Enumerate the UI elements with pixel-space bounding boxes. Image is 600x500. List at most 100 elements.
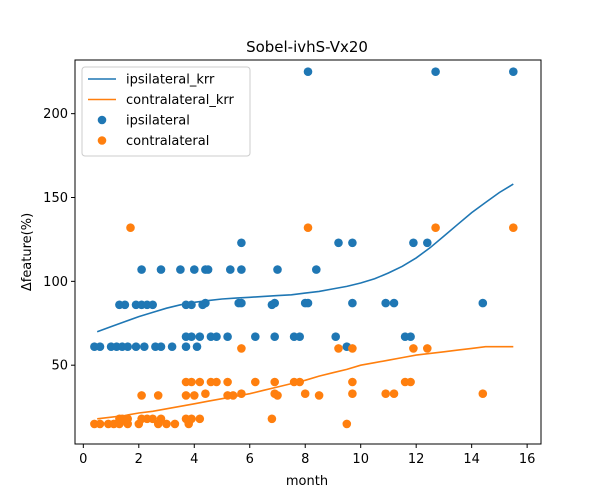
y-tick-label-3: 200 (43, 107, 68, 122)
point-ipsilateral-30 (348, 298, 357, 308)
plot-frame (74, 59, 542, 445)
point-contralateral-30 (237, 389, 246, 399)
point-contralateral-23 (137, 391, 146, 400)
series-line-ipsilateral_krr (96, 183, 514, 333)
point-contralateral-18 (156, 414, 166, 424)
point-ipsilateral-64 (509, 67, 518, 76)
point-ipsilateral-53 (295, 332, 305, 342)
point-ipsilateral-45 (187, 332, 196, 342)
point-ipsilateral-5 (123, 342, 132, 352)
point-ipsilateral-15 (120, 300, 130, 310)
point-contralateral-38 (478, 389, 488, 399)
point-contralateral-20 (187, 414, 196, 424)
point-contralateral-49 (348, 377, 357, 387)
x-tick-label-3: 6 (246, 452, 254, 467)
point-ipsilateral-37 (190, 265, 199, 274)
x-tick-label-7: 14 (463, 452, 480, 467)
point-contralateral-48 (295, 377, 305, 387)
y-axis: 50 100 150 200 (43, 107, 75, 374)
legend-box (81, 66, 251, 157)
point-contralateral-9 (170, 419, 180, 429)
point-ipsilateral-49 (223, 332, 232, 342)
point-ipsilateral-46 (195, 332, 205, 342)
legend-swatch-ipsilateral (97, 115, 107, 125)
x-axis-label: month (286, 474, 328, 489)
legend-label-contralateral: contralateral (126, 134, 209, 149)
point-contralateral-55 (409, 344, 418, 353)
point-contralateral-41 (195, 377, 205, 387)
point-contralateral-54 (348, 344, 357, 353)
point-ipsilateral-6 (131, 342, 141, 352)
point-contralateral-35 (348, 389, 357, 399)
point-ipsilateral-32 (389, 298, 399, 308)
point-ipsilateral-35 (156, 265, 166, 274)
point-contralateral-43 (212, 377, 221, 387)
x-tick-label-2: 4 (190, 452, 198, 467)
point-contralateral-27 (201, 389, 210, 399)
point-contralateral-32 (273, 391, 282, 400)
point-ipsilateral-12 (192, 342, 202, 352)
point-contralateral-24 (153, 391, 163, 400)
point-ipsilateral-25 (237, 298, 246, 308)
x-tick-label-6: 12 (408, 452, 425, 467)
point-contralateral-59 (431, 223, 440, 232)
x-axis: 0 2 4 6 8 10 12 14 16 (79, 444, 535, 467)
legend-swatch-contralateral (97, 136, 107, 145)
point-contralateral-22 (267, 414, 277, 424)
point-ipsilateral-10 (167, 342, 177, 352)
point-contralateral-58 (303, 223, 313, 232)
point-contralateral-44 (223, 377, 232, 387)
point-ipsilateral-9 (156, 342, 166, 352)
point-ipsilateral-39 (203, 265, 213, 274)
point-ipsilateral-60 (409, 238, 418, 248)
point-ipsilateral-42 (273, 265, 282, 274)
point-ipsilateral-27 (270, 298, 280, 308)
point-ipsilateral-63 (431, 67, 440, 76)
point-contralateral-11 (342, 419, 352, 429)
point-ipsilateral-33 (478, 298, 488, 308)
point-contralateral-25 (181, 391, 191, 400)
point-contralateral-45 (251, 377, 260, 387)
chart-title: Sobel-ivhS-Vx20 (246, 38, 368, 56)
point-contralateral-34 (314, 391, 324, 400)
point-ipsilateral-40 (226, 265, 235, 274)
point-contralateral-60 (509, 223, 518, 232)
x-tick-label-8: 16 (519, 452, 536, 467)
point-contralateral-57 (126, 223, 135, 232)
point-ipsilateral-41 (237, 265, 246, 274)
series-line-contralateral_krr (97, 345, 514, 420)
point-contralateral-26 (190, 391, 199, 400)
point-ipsilateral-7 (140, 342, 149, 352)
point-ipsilateral-50 (251, 332, 260, 342)
point-contralateral-46 (270, 377, 280, 387)
point-contralateral-29 (228, 391, 238, 400)
point-contralateral-40 (187, 377, 196, 387)
point-contralateral-14 (123, 414, 132, 424)
point-ipsilateral-11 (181, 342, 191, 352)
legend-label-contralateral_krr: contralateral_krr (126, 93, 234, 108)
data-layer (90, 67, 518, 429)
point-ipsilateral-23 (201, 298, 210, 308)
point-ipsilateral-31 (381, 298, 391, 308)
legend: ipsilateral_krr contralateral_krr ipsilate… (81, 66, 251, 157)
point-contralateral-17 (148, 414, 157, 424)
point-ipsilateral-48 (212, 332, 221, 342)
point-ipsilateral-1 (95, 342, 105, 352)
point-ipsilateral-34 (137, 265, 146, 274)
point-ipsilateral-61 (423, 238, 432, 248)
point-ipsilateral-58 (334, 238, 343, 248)
x-tick-label-1: 2 (135, 452, 143, 467)
point-ipsilateral-54 (331, 332, 341, 342)
point-ipsilateral-21 (187, 300, 196, 310)
point-contralateral-33 (300, 389, 310, 399)
point-contralateral-21 (195, 414, 205, 424)
y-axis-label: Δfeature(%) (20, 213, 35, 291)
y-tick-label-2: 150 (43, 191, 68, 206)
point-ipsilateral-56 (406, 332, 415, 342)
y-tick-label-0: 50 (51, 359, 68, 374)
point-ipsilateral-51 (270, 332, 280, 342)
point-contralateral-1 (95, 419, 105, 429)
point-ipsilateral-57 (237, 238, 246, 248)
point-contralateral-52 (237, 344, 246, 353)
